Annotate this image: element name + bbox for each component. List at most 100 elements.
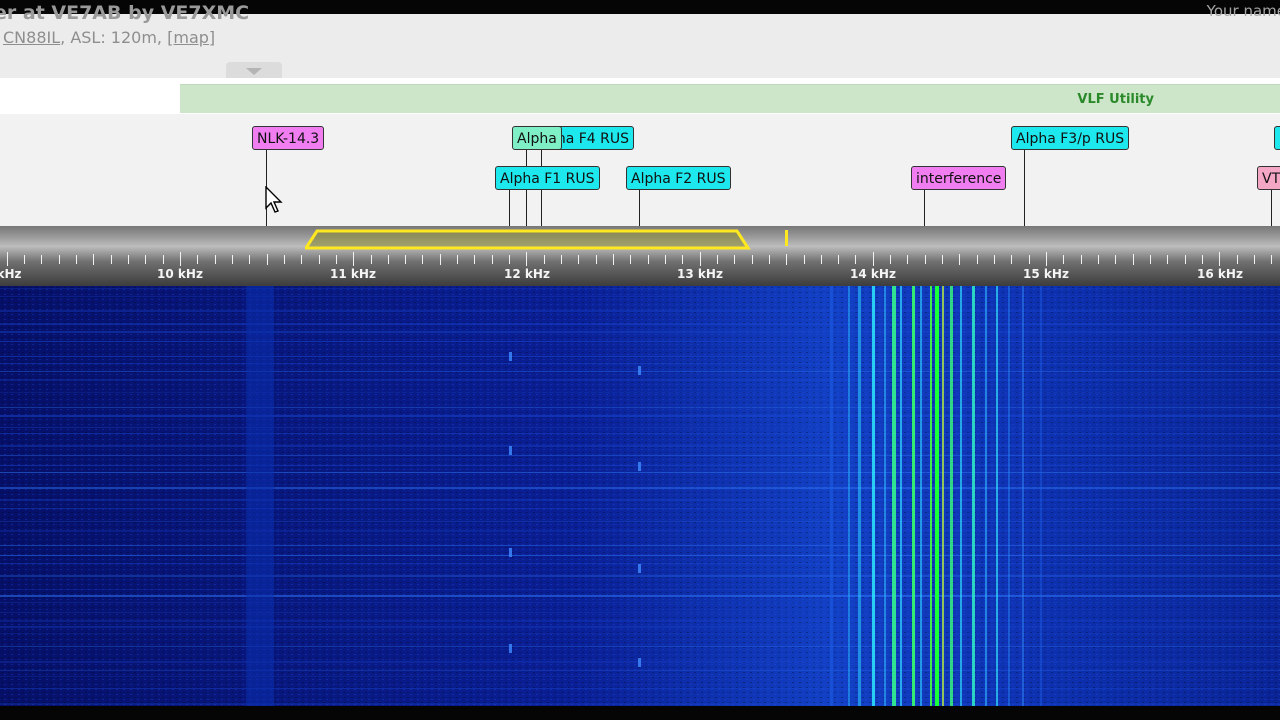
streak [0,508,1280,509]
streak [0,341,1280,342]
scale-tick [925,255,926,264]
band-label: VLF Utility [1077,92,1154,107]
locator-link[interactable]: CN88IL [3,28,61,47]
scale-label-12khz: 12 kHz [504,267,550,281]
signal-column [858,286,861,706]
scale-tick [700,252,701,266]
streak [0,487,1280,489]
scale-tick [41,255,42,264]
waterfall-display[interactable] [0,286,1280,706]
bookmark-alpha-f3p-rus[interactable]: Alpha F3/p RUS [1011,126,1130,150]
streak [0,363,1280,364]
bookmark-edge-cyan[interactable] [1274,126,1280,150]
scale-tick [267,254,268,265]
scale-tick [249,255,250,264]
bookmark-alpha-f2-rus[interactable]: Alpha F2 RUS [626,166,731,190]
scale-tick [769,255,770,264]
streak [0,563,1280,564]
scale-tick [457,255,458,264]
scale-tick [336,255,337,264]
bookmark-alpha-f1-rus[interactable]: Alpha F1 RUS [495,166,600,190]
scale-tick [561,255,562,264]
scale-tick [596,255,597,264]
bookmark-area: NLK-14.3 Alpha F4 RUS Alpha Alpha F3/p R… [0,114,1280,226]
nlk-dark-column [246,286,274,706]
receiver-title: er at VE7AB by VE7XMC [0,2,250,24]
bookmark-marker-line [1271,190,1272,226]
pulse-mark [509,644,512,653]
streak [0,633,1280,634]
streak [0,392,1280,393]
signal-column [884,286,886,706]
scale-tick [111,255,112,264]
streak [0,356,1280,357]
signal-column [912,286,915,706]
scale-tick [440,254,441,265]
scale-tick [682,255,683,264]
scale-tick [1029,255,1030,264]
scale-tick [734,255,735,264]
map-link[interactable]: [map] [167,28,216,47]
signal-column [1040,286,1042,706]
signal-column [892,286,896,706]
scale-tick [163,255,164,264]
bookmark-marker-line [1024,150,1025,226]
streak [0,296,1280,297]
scale-tick [752,255,753,264]
bookmark-vt[interactable]: VT [1257,166,1280,190]
scale-tick [145,255,146,264]
passband-indicator[interactable] [305,226,755,256]
collapse-header-toggle[interactable] [226,62,282,78]
receiver-location: CN88IL, ASL: 120m, [map] [3,28,215,47]
streak [0,379,1280,381]
passband-shape[interactable] [305,229,751,250]
scale-tick [855,255,856,264]
frequency-scale[interactable]: kHz 10 kHz 11 kHz 12 kHz 13 kHz 14 kHz 1… [0,226,1280,286]
streak [0,427,1280,428]
streak [0,521,1280,522]
streak [0,555,1280,556]
scale-label-13khz: 13 kHz [677,267,723,281]
streak [0,602,1280,603]
waterfall-noise [0,286,1280,706]
signal-column [972,286,975,706]
scale-tick [994,255,995,264]
signal-column [935,286,939,706]
signal-column [985,286,987,706]
your-name-label: Your name [1206,2,1280,20]
scale-tick [1185,255,1186,264]
scale-tick [319,255,320,264]
streak [0,472,1280,473]
carrier-marker[interactable] [785,230,788,246]
scale-label-16khz: 16 kHz [1197,267,1243,281]
streak [0,530,1280,532]
streak [0,612,1280,613]
scale-tick [786,254,787,265]
bookmark-nlk-14-3[interactable]: NLK-14.3 [252,126,325,150]
signal-column [872,286,875,706]
signal-column [920,286,922,706]
scale-tick [301,255,302,264]
streak [0,676,1280,677]
waterfall-canvas[interactable] [0,286,1280,706]
pulse-mark [509,548,512,557]
scale-tick [1167,255,1168,264]
streak [0,575,1280,577]
scale-tick [1046,252,1047,266]
altitude-text: , ASL: 120m, [60,28,168,47]
scale-tick [665,255,666,264]
bookmark-alpha[interactable]: Alpha [512,126,562,150]
streak [0,415,1280,417]
pulse-mark [509,352,512,361]
scale-tick [959,254,960,265]
scale-tick [7,252,8,266]
bookmark-interference[interactable]: interference [911,166,1007,190]
band-vlf-utility[interactable]: VLF Utility [180,84,1280,113]
scale-tick [1115,255,1116,264]
scale-tick [284,255,285,264]
scale-tick [613,254,614,265]
streak [0,688,1280,689]
scale-tick [1254,255,1255,264]
scale-tick [977,255,978,264]
scale-tick [1081,255,1082,264]
